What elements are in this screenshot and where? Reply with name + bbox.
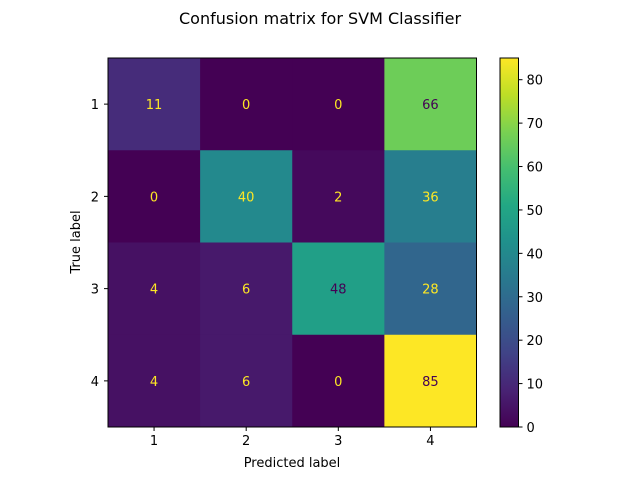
colorbar-tick-label: 20: [527, 334, 544, 349]
heatmap-cell-r1-c4: [384, 58, 477, 151]
y-tick-label: 2: [91, 190, 99, 205]
heatmap-cell-r3-c2: [200, 242, 293, 336]
y-tick-label: 1: [91, 98, 99, 113]
colorbar-tick-label: 40: [527, 247, 544, 262]
cell-value-label: 28: [422, 283, 439, 298]
heatmap-cell-r4-c2: [200, 334, 293, 428]
x-tick-label: 2: [242, 434, 250, 449]
heatmap-cell-r4-c1: [108, 334, 201, 428]
heatmap-cell-r2-c4: [384, 150, 477, 243]
x-axis-label: Predicted label: [244, 456, 341, 471]
cell-value-label: 6: [242, 375, 250, 390]
cell-value-label: 0: [242, 98, 250, 113]
y-tick-label: 4: [91, 375, 99, 390]
colorbar: [499, 57, 519, 428]
x-tick-label: 4: [426, 434, 434, 449]
colorbar-tick-label: 80: [527, 74, 544, 89]
heatmap-cell-r2-c2: [200, 150, 293, 243]
cell-value-label: 2: [334, 190, 342, 205]
cell-value-label: 6: [242, 283, 250, 298]
heatmap-cell-r2-c1: [108, 150, 201, 243]
x-tick-label: 3: [334, 434, 342, 449]
cell-value-label: 36: [422, 190, 439, 205]
heatmap-cell-r2-c3: [292, 150, 385, 243]
cell-value-label: 0: [150, 190, 158, 205]
heatmap-cell-r3-c1: [108, 242, 201, 336]
colorbar-tick-label: 0: [527, 421, 535, 436]
cell-value-label: 11: [146, 98, 163, 113]
heatmap-cell-r4-c3: [292, 334, 385, 428]
y-axis-ticks: 1 2 3 4: [91, 98, 108, 390]
cell-value-label: 0: [334, 375, 342, 390]
x-axis-ticks: 1 2 3 4: [150, 427, 435, 449]
cell-value-label: 48: [330, 283, 347, 298]
heatmap-cell-r3-c3: [292, 242, 385, 336]
x-tick-label: 1: [150, 434, 158, 449]
heatmap-cell-r4-c4: [384, 334, 477, 428]
colorbar-tick-label: 10: [527, 378, 544, 393]
chart-title: Confusion matrix for SVM Classifier: [179, 9, 461, 28]
y-tick-label: 3: [91, 283, 99, 298]
colorbar-tick-label: 30: [527, 291, 544, 306]
colorbar-tick-label: 50: [527, 204, 544, 219]
cell-value-label: 66: [422, 98, 439, 113]
colorbar-tick-label: 60: [527, 161, 544, 176]
cell-value-label: 4: [150, 375, 158, 390]
heatmap-cell-r1-c1: [108, 58, 201, 151]
cell-value-label: 40: [238, 190, 255, 205]
plot-frame: [107, 57, 477, 428]
heatmap-cell-r1-c2: [200, 58, 293, 151]
cell-value-label: 85: [422, 375, 439, 390]
heatmap-cell-r1-c3: [292, 58, 385, 151]
y-axis-label: True label: [69, 210, 84, 274]
heatmap-cells: [108, 58, 477, 428]
heatmap-cell-r3-c4: [384, 242, 477, 336]
colorbar-tick-label: 70: [527, 117, 544, 132]
heatmap-cell-labels: 11 0 0 66 0 40 2 36 4 6 48 28 4 6 0 85: [146, 98, 439, 390]
cell-value-label: 0: [334, 98, 342, 113]
cell-value-label: 4: [150, 283, 158, 298]
colorbar-ticks: 0 10 20 30 40 50 60 70 80: [518, 74, 544, 436]
